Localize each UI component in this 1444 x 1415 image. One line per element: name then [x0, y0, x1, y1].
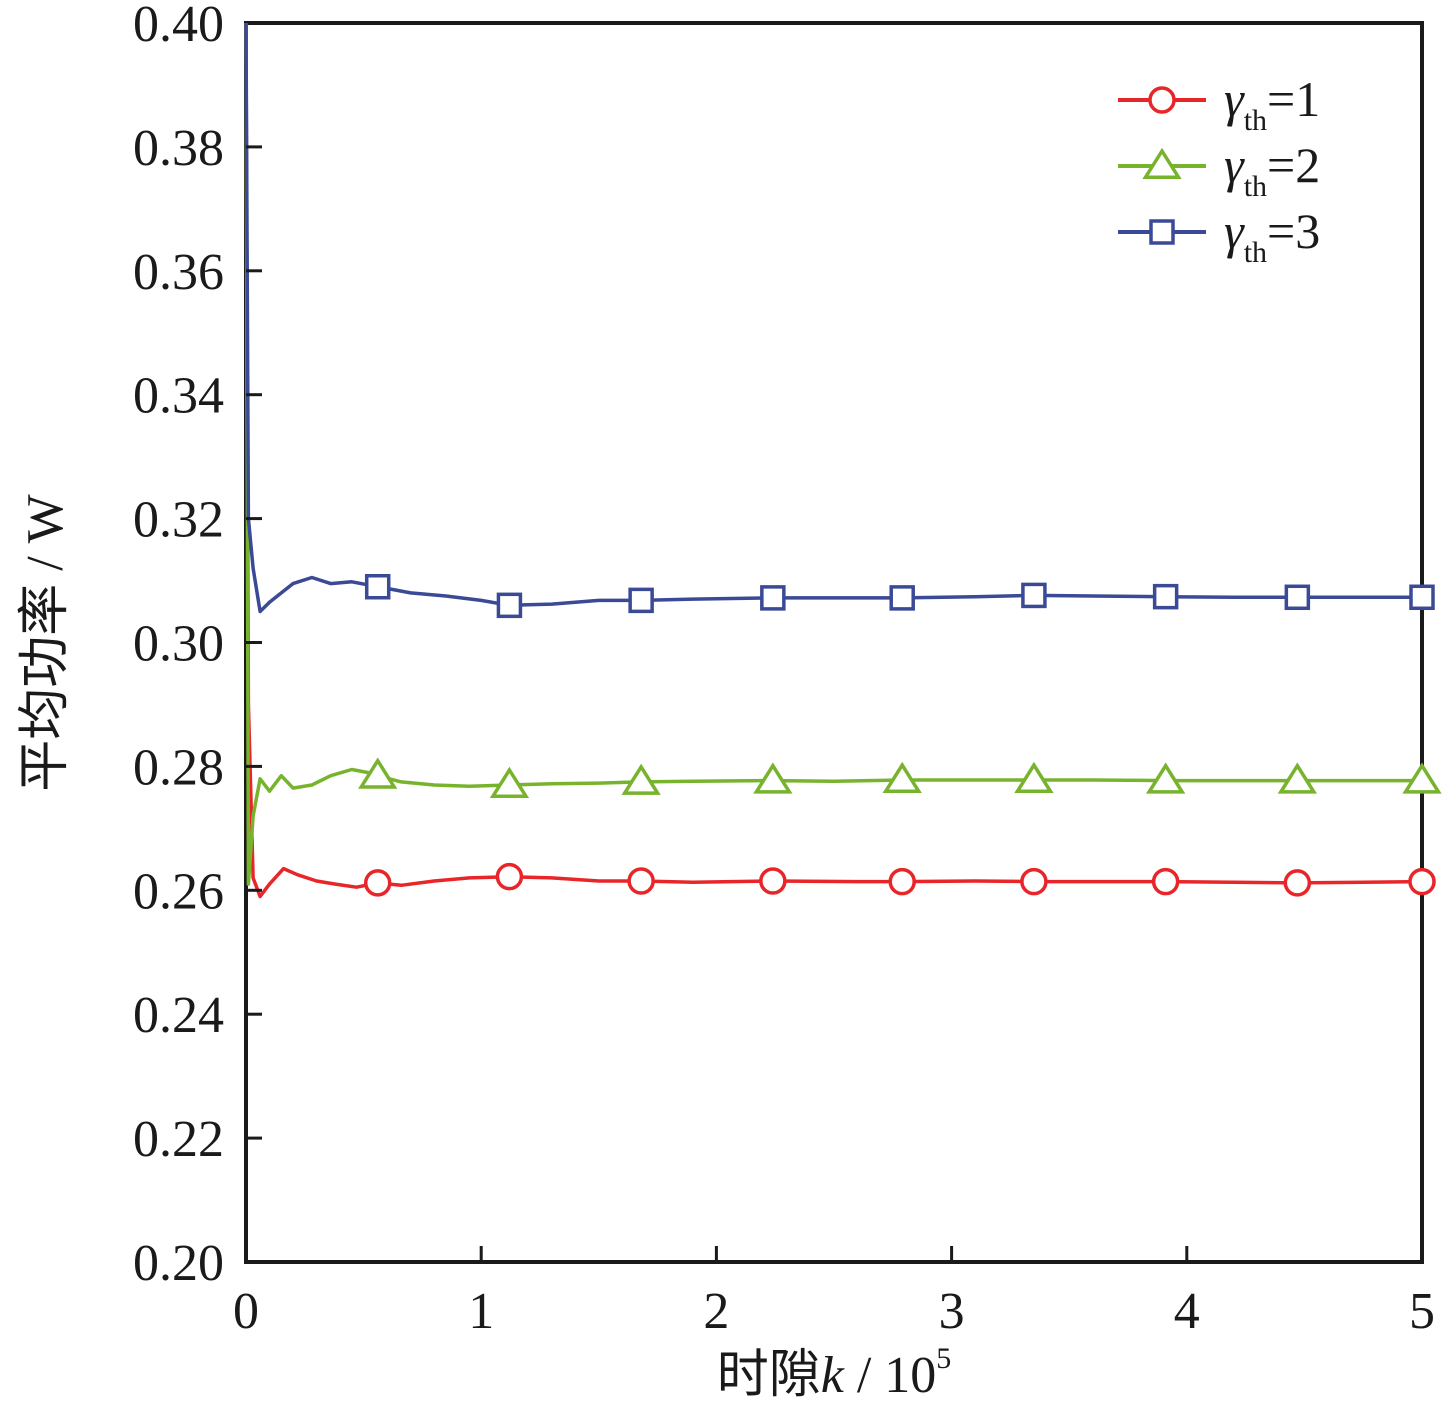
- series-1-marker: [888, 867, 916, 896]
- y-tick-label: 0.34: [133, 368, 224, 425]
- legend-label: γth=1: [1224, 71, 1320, 137]
- series-3-marker: [760, 585, 786, 611]
- series-1-marker: [363, 869, 392, 897]
- legend-symbol: γ: [1224, 137, 1245, 193]
- x-tick-label: 5: [1409, 1283, 1435, 1340]
- series-3: [244, 22, 1435, 619]
- series-2: [244, 22, 1442, 886]
- legend-marker: [1142, 147, 1182, 179]
- legend-marker: [1148, 86, 1176, 114]
- y-axis-title: 平均功率 / W: [17, 494, 74, 792]
- legend-symbol: γ: [1224, 203, 1245, 259]
- legend-subscript: th: [1244, 104, 1267, 137]
- series-layer: [244, 22, 1442, 899]
- series-1-marker: [495, 862, 524, 891]
- y-tick-label: 0.24: [133, 987, 224, 1044]
- legend-subscript: th: [1244, 170, 1267, 203]
- legend-value: =1: [1267, 71, 1320, 127]
- series-1: [244, 22, 1436, 899]
- y-tick-label: 0.20: [133, 1235, 224, 1292]
- series-3-marker: [1284, 584, 1311, 611]
- series-2-marker: [1402, 762, 1442, 794]
- legend-subscript: th: [1244, 236, 1267, 269]
- series-2-marker: [753, 762, 793, 794]
- y-tick-label: 0.40: [133, 0, 224, 53]
- legend-entry-1: γth=1: [1118, 71, 1320, 137]
- series-3-marker: [364, 573, 391, 600]
- legend-label: γth=3: [1224, 203, 1320, 269]
- series-1-marker: [1151, 867, 1180, 896]
- legend-marker: [1149, 219, 1175, 245]
- x-axis-title-prefix: 时隙: [717, 1347, 821, 1404]
- series-1-marker: [1020, 867, 1048, 896]
- series-1-marker: [759, 867, 787, 895]
- legend-entry-2: γth=2: [1118, 137, 1320, 203]
- series-line-1: [244, 22, 1423, 899]
- plot-area: [244, 21, 1424, 1264]
- y-tick-label: 0.38: [133, 120, 224, 177]
- legend-value: =3: [1267, 203, 1320, 259]
- legend-label: γth=2: [1224, 137, 1320, 203]
- series-3-marker: [1152, 583, 1179, 610]
- legend-symbol: γ: [1224, 71, 1245, 127]
- series-2-marker: [882, 761, 922, 794]
- y-tick-label: 0.28: [133, 739, 224, 796]
- series-1-marker: [627, 867, 655, 895]
- series-3-marker: [628, 587, 654, 614]
- series-line-3: [244, 22, 1422, 614]
- ticks-layer: 0 1 2 3 4 5 0.20 0.22 0.24 0.26 0.28 0.30 0.32 0.34 0.…: [133, 0, 1435, 1340]
- plot-frame: [244, 21, 1424, 1264]
- series-1-marker: [1408, 867, 1436, 896]
- x-tick-label: 0: [233, 1283, 259, 1340]
- series-line-2: [244, 22, 1422, 886]
- x-tick-label: 1: [468, 1283, 494, 1340]
- series-2-marker: [1014, 761, 1054, 794]
- y-tick-label: 0.36: [133, 244, 224, 301]
- legend-entry-3: γth=3: [1118, 203, 1320, 269]
- x-axis-title-unit: / 10: [844, 1347, 936, 1404]
- series-2-marker: [621, 763, 661, 795]
- y-tick-label: 0.22: [133, 1111, 224, 1168]
- y-tick-label: 0.32: [133, 492, 224, 549]
- series-2-marker: [1277, 762, 1318, 794]
- series-3-marker: [496, 592, 523, 619]
- x-tick-label: 4: [1174, 1283, 1200, 1340]
- series-3-marker: [889, 585, 915, 611]
- y-tick-label: 0.26: [133, 863, 224, 920]
- legend-value: =2: [1267, 137, 1320, 193]
- x-axis-title-variable: k: [821, 1347, 845, 1404]
- series-2-marker: [1145, 762, 1186, 794]
- x-tick-label: 2: [703, 1283, 729, 1340]
- series-3-marker: [1021, 582, 1047, 609]
- series-3-marker: [1409, 584, 1435, 611]
- series-2-marker: [489, 766, 530, 798]
- x-tick-label: 3: [939, 1283, 965, 1340]
- x-axis-title: 时隙k / 105: [717, 1342, 952, 1404]
- x-axis-title-exponent: 5: [936, 1342, 951, 1375]
- y-tick-label: 0.30: [133, 616, 224, 673]
- series-2-marker: [358, 757, 398, 789]
- series-1-marker: [1283, 869, 1312, 897]
